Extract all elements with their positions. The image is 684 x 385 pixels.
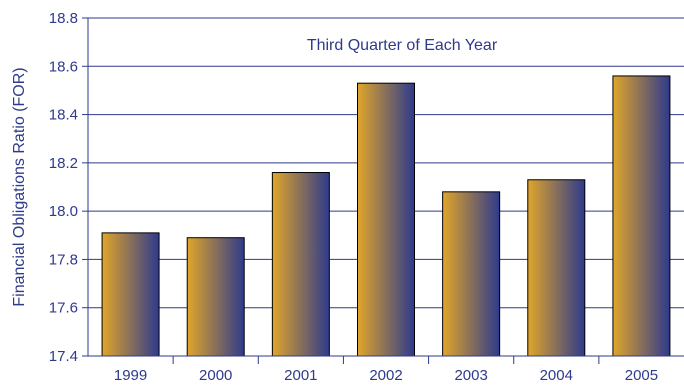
bar-2004	[527, 179, 586, 357]
chart-annotation: Third Quarter of Each Year	[307, 37, 498, 54]
y-tick-label: 17.4	[49, 348, 78, 365]
x-tick-label: 2000	[199, 367, 232, 384]
bar-2000	[186, 237, 245, 357]
y-tick-label: 18.0	[49, 203, 78, 220]
y-tick-label: 17.6	[49, 300, 78, 317]
y-axis-title: Financial Obligations Ratio (FOR)	[11, 67, 28, 306]
x-tick-label: 2001	[284, 367, 317, 384]
bar-2001	[271, 172, 330, 357]
x-tick-label: 2005	[625, 367, 658, 384]
bar-2003	[442, 191, 501, 357]
bars	[101, 75, 671, 357]
y-tick-label: 18.2	[49, 155, 78, 172]
bar-1999	[101, 232, 160, 357]
y-tick-label: 18.4	[49, 107, 78, 124]
tick-labels: 17.4 17.6 17.8 18.0 18.2 18.4 18.6 18.8 1999 2000…	[49, 10, 658, 384]
x-tick-label: 1999	[114, 367, 147, 384]
y-tick-label: 18.6	[49, 58, 78, 75]
bar-2002	[357, 82, 415, 357]
y-tick-label: 18.8	[49, 10, 78, 27]
x-tick-label: 2002	[369, 367, 402, 384]
x-tick-label: 2004	[540, 367, 573, 384]
bar-2005	[612, 75, 671, 357]
axes	[82, 17, 684, 364]
y-tick-label: 17.8	[49, 251, 78, 268]
x-tick-label: 2003	[454, 367, 487, 384]
